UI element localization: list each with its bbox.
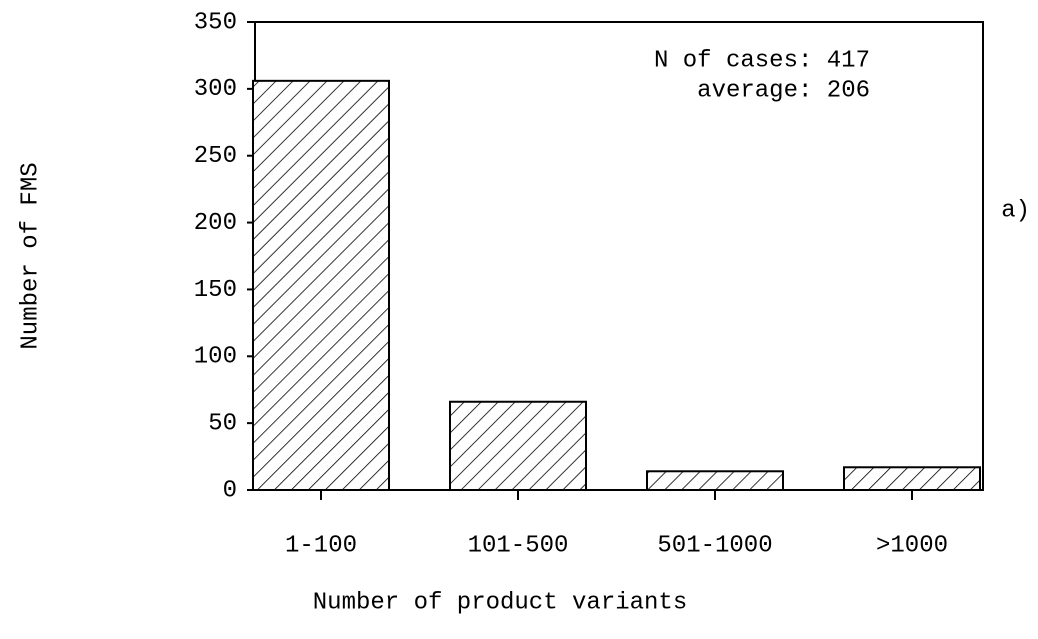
bar (252, 79, 390, 491)
y-tick-label: 300 (194, 76, 237, 103)
panel-label: a) (1001, 197, 1030, 224)
x-tick-label: 101-500 (468, 532, 569, 559)
y-tick-label: 50 (208, 410, 237, 437)
y-tick-label: 250 (194, 143, 237, 170)
bar (843, 466, 981, 492)
y-tick-label: 0 (223, 477, 237, 504)
y-tick-label: 200 (194, 210, 237, 237)
x-tick-label: >1000 (876, 532, 948, 559)
y-tick-label: 100 (194, 344, 237, 371)
bar (449, 400, 587, 491)
y-axis-label: Number of FMS (17, 162, 44, 349)
y-tick-label: 150 (194, 277, 237, 304)
y-tick-label: 350 (194, 9, 237, 36)
x-tick-label: 1-100 (285, 532, 357, 559)
x-tick-label: 501-1000 (657, 532, 772, 559)
x-axis-label: Number of product variants (313, 589, 687, 616)
bar (646, 470, 784, 491)
annotation: N of cases: 417 (654, 47, 870, 74)
annotation: average: 206 (697, 77, 870, 104)
